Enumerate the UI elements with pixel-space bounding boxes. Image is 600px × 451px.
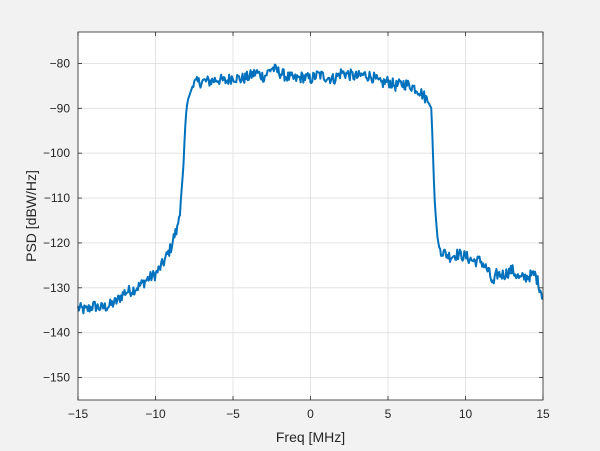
x-tick-label: 10 (459, 407, 473, 421)
x-tick-label: −15 (68, 407, 89, 421)
tick-layer: −15 −10 −5 0 5 10 15 −150 −140 −130 −120 −110 −100 −9… (43, 32, 550, 421)
x-axis-label: Freq [MHz] (276, 429, 345, 445)
x-tick-label: 5 (385, 407, 392, 421)
x-tick-label: −10 (145, 407, 166, 421)
y-axis-label: PSD [dBW/Hz] (23, 170, 39, 262)
y-tick-label: −110 (44, 191, 70, 205)
y-tick-label: −120 (43, 236, 70, 250)
x-tick-label: −5 (226, 407, 240, 421)
series-layer (77, 63, 544, 315)
y-tick-label: −80 (50, 56, 71, 70)
y-tick-label: −150 (43, 371, 70, 385)
y-tick-label: −90 (50, 101, 71, 115)
x-tick-label: 0 (307, 407, 314, 421)
y-tick-label: −100 (43, 146, 70, 160)
y-tick-label: −140 (43, 326, 70, 340)
x-tick-label: 15 (536, 407, 550, 421)
psd-series-line (77, 63, 544, 315)
y-tick-label: −130 (43, 281, 70, 295)
